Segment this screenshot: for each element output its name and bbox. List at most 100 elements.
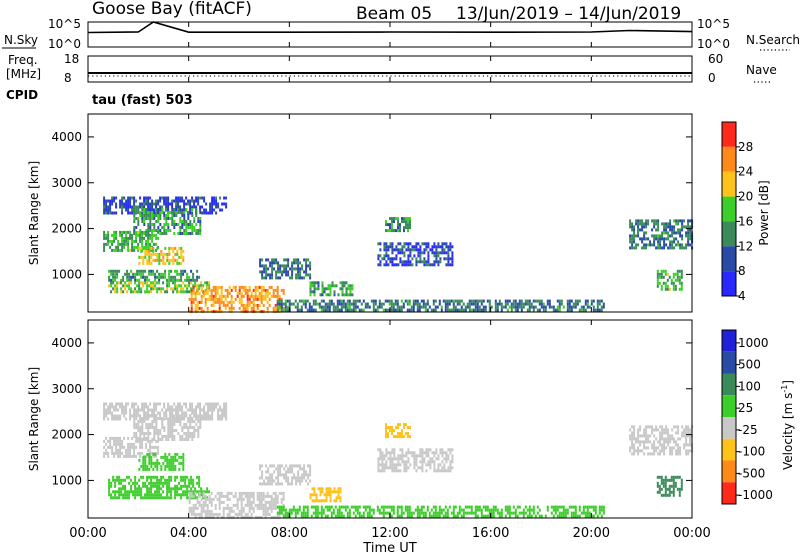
heatmap-cell bbox=[508, 505, 511, 509]
heatmap-cell bbox=[412, 308, 415, 312]
heatmap-cell bbox=[437, 245, 440, 249]
heatmap-cell bbox=[663, 452, 666, 456]
heatmap-cell bbox=[109, 239, 112, 243]
heatmap-cell bbox=[103, 402, 106, 406]
heatmap-cell bbox=[144, 467, 147, 471]
heatmap-cell bbox=[390, 299, 393, 303]
heatmap-cell bbox=[276, 511, 279, 515]
heatmap-cell bbox=[678, 475, 681, 479]
heatmap-cell bbox=[270, 515, 273, 519]
heatmap-cell bbox=[203, 208, 206, 212]
heatmap-cell bbox=[213, 199, 216, 203]
heatmap-cell bbox=[189, 220, 192, 223]
heatmap-cell bbox=[136, 481, 139, 485]
heatmap-cell bbox=[137, 233, 140, 237]
heatmap-cell bbox=[340, 308, 343, 312]
heatmap-cell bbox=[426, 508, 429, 512]
colorbar-segment bbox=[722, 122, 736, 147]
heatmap-cell bbox=[488, 508, 491, 512]
heatmap-cell bbox=[641, 240, 644, 244]
heatmap-cell bbox=[556, 305, 559, 309]
heatmap-cell bbox=[230, 506, 233, 510]
heatmap-cell bbox=[179, 420, 182, 423]
heatmap-cell bbox=[261, 482, 264, 486]
heatmap-cell bbox=[434, 308, 437, 312]
heatmap-cell bbox=[352, 308, 355, 312]
heatmap-cell bbox=[411, 263, 414, 267]
heatmap-cell bbox=[117, 408, 120, 412]
heatmap-cell bbox=[658, 272, 661, 276]
heatmap-cell bbox=[252, 294, 255, 298]
heatmap-cell bbox=[174, 452, 177, 456]
heatmap-cell bbox=[176, 484, 179, 488]
heatmap-cell bbox=[162, 484, 165, 488]
heatmap-cell bbox=[393, 448, 396, 452]
heatmap-cell bbox=[496, 308, 499, 312]
heatmap-cell bbox=[122, 487, 125, 491]
heatmap-cell bbox=[159, 196, 162, 200]
heatmap-cell bbox=[170, 493, 173, 497]
heatmap-cell bbox=[145, 196, 148, 200]
heatmap-cell bbox=[178, 455, 181, 459]
heatmap-cell bbox=[348, 302, 351, 306]
heatmap-cell bbox=[510, 511, 513, 515]
heatmap-cell bbox=[385, 260, 388, 264]
heatmap-cell bbox=[181, 414, 184, 418]
heatmap-cell bbox=[424, 308, 427, 312]
heatmap-cell bbox=[184, 484, 187, 488]
heatmap-cell bbox=[325, 499, 328, 503]
heatmap-cell bbox=[391, 251, 394, 255]
heatmap-cell bbox=[258, 285, 261, 289]
heatmap-cell bbox=[352, 505, 355, 509]
heatmap-cell bbox=[208, 297, 211, 301]
heatmap-cell bbox=[197, 417, 200, 421]
colorbar-segment bbox=[722, 221, 736, 247]
heatmap-cell bbox=[556, 505, 559, 509]
heatmap-cell bbox=[677, 222, 680, 226]
heatmap-cell bbox=[269, 276, 272, 280]
heatmap-cell bbox=[295, 476, 298, 480]
time-axis-label: Time UT bbox=[362, 541, 416, 554]
heatmap-cell bbox=[226, 303, 229, 307]
heatmap-cell bbox=[452, 508, 455, 512]
heatmap-cell bbox=[443, 463, 446, 467]
heatmap-cell bbox=[121, 442, 124, 446]
heatmap-cell bbox=[685, 437, 688, 441]
heatmap-cell bbox=[137, 217, 140, 220]
heatmap-cell bbox=[447, 448, 450, 452]
heatmap-cell bbox=[143, 199, 146, 203]
heatmap-cell bbox=[572, 305, 575, 309]
heatmap-cell bbox=[678, 278, 681, 282]
heatmap-cell bbox=[500, 514, 503, 518]
heatmap-cell bbox=[109, 202, 112, 206]
heatmap-cell bbox=[338, 299, 341, 303]
heatmap-cell bbox=[185, 196, 188, 200]
heatmap-cell bbox=[142, 272, 145, 276]
heatmap-cell bbox=[190, 487, 193, 491]
heatmap-cell bbox=[323, 287, 326, 291]
heatmap-cell bbox=[402, 302, 405, 306]
heatmap-cell bbox=[260, 491, 263, 495]
heatmap-cell bbox=[287, 482, 290, 486]
heatmap-cell bbox=[631, 425, 634, 429]
heatmap-cell bbox=[146, 484, 149, 488]
heatmap-cell bbox=[193, 435, 196, 438]
heatmap-cell bbox=[111, 402, 114, 406]
heatmap-cell bbox=[261, 476, 264, 480]
heatmap-cell bbox=[258, 303, 261, 307]
heatmap-cell bbox=[667, 443, 670, 447]
heatmap-cell bbox=[276, 305, 279, 309]
power-colorbar-label: Power [dB] bbox=[757, 180, 771, 245]
heatmap-cell bbox=[145, 445, 148, 449]
heatmap-cell bbox=[204, 281, 207, 285]
heatmap-cell bbox=[174, 252, 177, 256]
heatmap-cell bbox=[145, 208, 148, 211]
heatmap-cell bbox=[123, 196, 126, 200]
heatmap-cell bbox=[181, 438, 184, 441]
heatmap-cell bbox=[115, 442, 118, 446]
heatmap-cell bbox=[210, 509, 213, 513]
heatmap-cell bbox=[458, 302, 461, 306]
heatmap-cell bbox=[269, 261, 272, 265]
heatmap-cell bbox=[653, 440, 656, 444]
heatmap-cell bbox=[439, 245, 442, 249]
